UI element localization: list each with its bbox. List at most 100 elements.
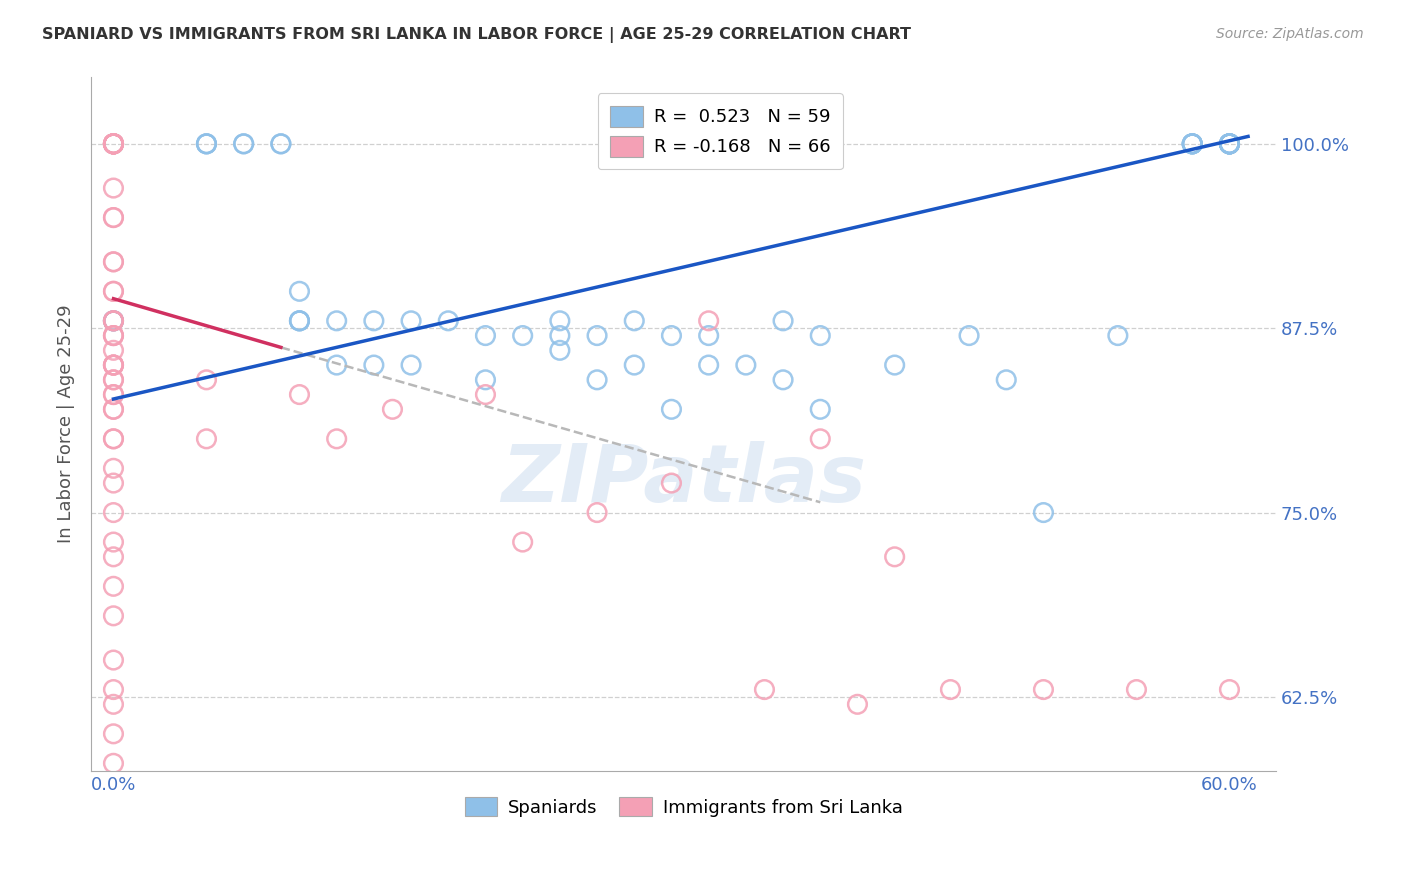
Point	[995, 373, 1018, 387]
Point	[1218, 136, 1240, 151]
Point	[103, 255, 125, 269]
Point	[808, 328, 831, 343]
Point	[1181, 136, 1204, 151]
Point	[399, 358, 422, 372]
Point	[103, 549, 125, 564]
Point	[103, 136, 125, 151]
Point	[288, 387, 311, 401]
Point	[195, 136, 218, 151]
Point	[103, 432, 125, 446]
Point	[103, 136, 125, 151]
Point	[103, 402, 125, 417]
Point	[103, 358, 125, 372]
Point	[734, 358, 756, 372]
Point	[103, 136, 125, 151]
Point	[325, 432, 347, 446]
Point	[1107, 328, 1129, 343]
Point	[512, 535, 534, 549]
Point	[288, 285, 311, 299]
Point	[325, 314, 347, 328]
Point	[195, 373, 218, 387]
Text: ZIPatlas: ZIPatlas	[501, 441, 866, 518]
Point	[939, 682, 962, 697]
Point	[548, 314, 571, 328]
Point	[363, 314, 385, 328]
Point	[103, 136, 125, 151]
Point	[103, 608, 125, 623]
Point	[103, 358, 125, 372]
Point	[103, 328, 125, 343]
Point	[623, 314, 645, 328]
Point	[103, 387, 125, 401]
Point	[103, 211, 125, 225]
Point	[586, 328, 609, 343]
Point	[1181, 136, 1204, 151]
Point	[846, 698, 869, 712]
Point	[1032, 506, 1054, 520]
Point	[1218, 136, 1240, 151]
Point	[1218, 136, 1240, 151]
Point	[103, 387, 125, 401]
Legend: Spaniards, Immigrants from Sri Lanka: Spaniards, Immigrants from Sri Lanka	[457, 790, 910, 824]
Point	[103, 211, 125, 225]
Text: Source: ZipAtlas.com: Source: ZipAtlas.com	[1216, 27, 1364, 41]
Point	[103, 756, 125, 771]
Point	[808, 402, 831, 417]
Point	[103, 328, 125, 343]
Point	[381, 402, 404, 417]
Point	[195, 432, 218, 446]
Point	[103, 727, 125, 741]
Point	[103, 343, 125, 358]
Point	[623, 358, 645, 372]
Point	[103, 432, 125, 446]
Point	[883, 358, 905, 372]
Text: SPANIARD VS IMMIGRANTS FROM SRI LANKA IN LABOR FORCE | AGE 25-29 CORRELATION CHA: SPANIARD VS IMMIGRANTS FROM SRI LANKA IN…	[42, 27, 911, 43]
Point	[697, 328, 720, 343]
Point	[103, 506, 125, 520]
Point	[661, 476, 683, 491]
Point	[103, 136, 125, 151]
Point	[103, 314, 125, 328]
Point	[103, 285, 125, 299]
Point	[437, 314, 460, 328]
Point	[288, 314, 311, 328]
Point	[1218, 136, 1240, 151]
Point	[103, 461, 125, 475]
Point	[103, 136, 125, 151]
Point	[270, 136, 292, 151]
Point	[103, 314, 125, 328]
Point	[1125, 682, 1147, 697]
Point	[1218, 136, 1240, 151]
Point	[103, 328, 125, 343]
Point	[772, 373, 794, 387]
Point	[883, 549, 905, 564]
Point	[195, 136, 218, 151]
Point	[232, 136, 254, 151]
Point	[1181, 136, 1204, 151]
Point	[586, 373, 609, 387]
Point	[103, 358, 125, 372]
Y-axis label: In Labor Force | Age 25-29: In Labor Force | Age 25-29	[58, 305, 75, 543]
Point	[103, 314, 125, 328]
Point	[661, 402, 683, 417]
Point	[103, 314, 125, 328]
Point	[474, 387, 496, 401]
Point	[512, 328, 534, 343]
Point	[288, 314, 311, 328]
Point	[103, 698, 125, 712]
Point	[103, 285, 125, 299]
Point	[957, 328, 980, 343]
Point	[103, 373, 125, 387]
Point	[548, 328, 571, 343]
Point	[1032, 682, 1054, 697]
Point	[103, 314, 125, 328]
Point	[270, 136, 292, 151]
Point	[103, 682, 125, 697]
Point	[697, 358, 720, 372]
Point	[1218, 136, 1240, 151]
Point	[808, 432, 831, 446]
Point	[325, 358, 347, 372]
Point	[103, 255, 125, 269]
Point	[103, 358, 125, 372]
Point	[288, 314, 311, 328]
